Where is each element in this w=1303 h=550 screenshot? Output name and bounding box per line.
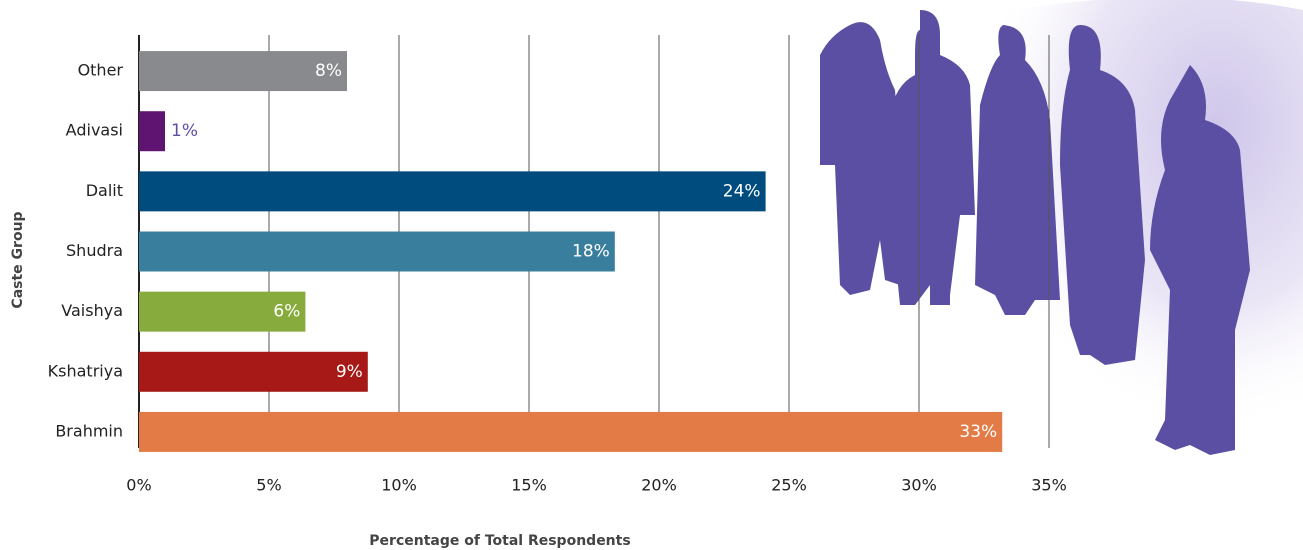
value-label: 18% <box>572 242 610 262</box>
bar <box>139 231 615 272</box>
bar <box>139 51 347 92</box>
y-tick-label: Kshatriya <box>48 361 123 380</box>
x-tick-label: 15% <box>511 476 547 495</box>
x-tick-label: 10% <box>381 476 417 495</box>
value-label: 1% <box>171 121 198 141</box>
x-tick-label: 30% <box>901 476 937 495</box>
x-tick-label: 0% <box>126 476 151 495</box>
bar <box>139 351 368 392</box>
bar <box>139 171 766 212</box>
value-label: 33% <box>959 422 997 442</box>
bar <box>139 111 165 152</box>
x-tick-label: 5% <box>256 476 281 495</box>
value-label: 9% <box>336 362 363 382</box>
value-label: 24% <box>723 181 761 201</box>
bar <box>139 411 1003 452</box>
x-tick-label: 35% <box>1031 476 1067 495</box>
x-axis-label: Percentage of Total Respondents <box>369 533 630 549</box>
decoration <box>820 0 1303 455</box>
y-tick-label: Dalit <box>86 181 123 200</box>
y-tick-label: Brahmin <box>55 421 123 440</box>
y-tick-label: Shudra <box>66 241 123 260</box>
value-label: 6% <box>273 302 300 322</box>
y-tick-label: Adivasi <box>66 121 123 140</box>
y-tick-label: Vaishya <box>61 301 123 320</box>
value-label: 8% <box>315 61 342 81</box>
y-axis-label: Caste Group <box>10 211 26 308</box>
x-tick-label: 25% <box>771 476 807 495</box>
y-tick-label: Other <box>78 61 124 80</box>
bar <box>139 291 306 332</box>
x-tick-label: 20% <box>641 476 677 495</box>
